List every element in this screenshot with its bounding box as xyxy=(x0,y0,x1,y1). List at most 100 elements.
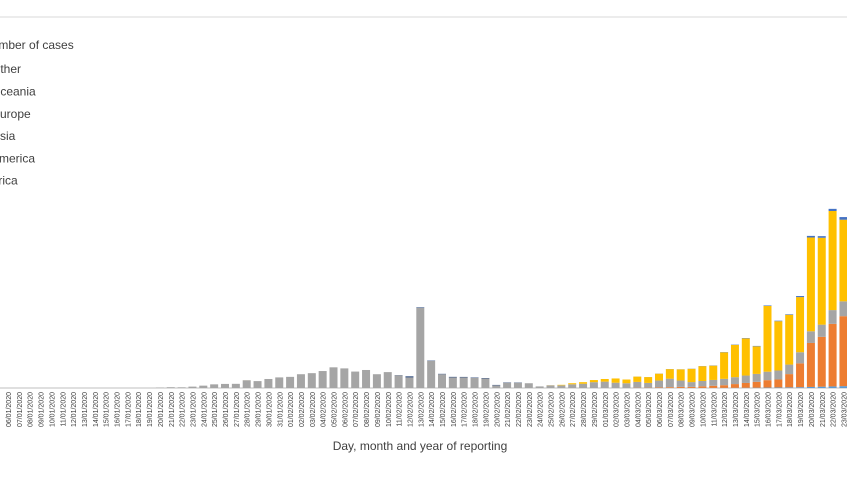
x-tick-label: 23/02/2020 xyxy=(527,392,534,427)
bar-segment xyxy=(579,382,587,384)
bar-segment xyxy=(362,370,370,388)
bar-segment xyxy=(720,352,728,379)
bar-segment xyxy=(633,377,641,382)
bar-segment xyxy=(601,382,609,388)
x-tick-label: 08/03/2020 xyxy=(679,392,686,427)
bar-segment xyxy=(785,315,793,365)
bar-segment xyxy=(568,383,576,384)
bar-segment xyxy=(254,381,262,388)
x-tick-label: 26/01/2020 xyxy=(223,392,230,427)
x-tick-label: 09/03/2020 xyxy=(690,392,697,427)
bar-segment xyxy=(438,374,446,388)
bar-segment xyxy=(351,372,359,388)
bar-segment xyxy=(297,374,305,388)
x-tick-label: 16/03/2020 xyxy=(766,392,773,427)
bar-segment xyxy=(720,385,728,388)
x-tick-label: 26/02/2020 xyxy=(559,392,566,427)
bar-segment xyxy=(742,338,750,375)
x-tick-label: 11/03/2020 xyxy=(711,392,718,427)
x-tick-label: 20/03/2020 xyxy=(809,392,816,427)
bar-segment xyxy=(557,385,565,386)
bar-segment xyxy=(818,337,826,387)
x-tick-label: 18/01/2020 xyxy=(136,392,143,427)
bar-segment xyxy=(677,369,685,380)
bar-segment xyxy=(698,381,706,386)
bar-segment xyxy=(655,381,663,388)
x-tick-label: 16/02/2020 xyxy=(451,392,458,427)
x-tick-label: 02/02/2020 xyxy=(299,392,306,427)
bar-segment xyxy=(698,366,706,381)
x-tick-label: 22/03/2020 xyxy=(831,392,838,427)
bar-segment xyxy=(471,378,479,388)
bar-segment xyxy=(167,387,175,388)
bar-segment xyxy=(839,316,847,386)
bar-segment xyxy=(774,371,782,380)
bar-segment xyxy=(264,379,272,388)
x-tick-label: 14/02/2020 xyxy=(429,392,436,427)
bar-segment xyxy=(839,220,847,302)
bar-segment xyxy=(612,383,620,388)
bar-segment xyxy=(612,378,620,382)
bar-segment xyxy=(644,377,652,383)
bar-segment xyxy=(416,307,424,308)
bar-segment xyxy=(764,380,772,387)
bar-segment xyxy=(688,387,696,388)
bar-segment xyxy=(829,211,837,310)
bar-segment xyxy=(601,379,609,382)
bar-segment xyxy=(709,366,717,380)
x-tick-label: 24/01/2020 xyxy=(201,392,208,427)
bar-segment xyxy=(731,345,739,377)
bar-segment xyxy=(774,321,782,322)
bar-segment xyxy=(221,384,229,388)
bar-segment xyxy=(818,325,826,337)
bar-segment xyxy=(764,306,772,372)
bar-segment xyxy=(774,387,782,388)
bar-segment xyxy=(557,385,565,388)
x-tick-label: 15/01/2020 xyxy=(104,392,111,427)
x-tick-label: 27/01/2020 xyxy=(234,392,241,427)
x-tick-label: 20/02/2020 xyxy=(494,392,501,427)
bar-segment xyxy=(677,381,685,387)
bar-segment xyxy=(785,365,793,375)
bar-segment xyxy=(188,387,196,388)
x-tick-label: 22/01/2020 xyxy=(180,392,187,427)
x-tick-label: 07/02/2020 xyxy=(353,392,360,427)
bar-segment xyxy=(590,380,598,382)
x-tick-label: 12/02/2020 xyxy=(407,392,414,427)
x-tick-label: 06/02/2020 xyxy=(342,392,349,427)
bar-segment xyxy=(622,383,630,388)
x-tick-label: 17/03/2020 xyxy=(776,392,783,427)
bar-segment xyxy=(210,384,218,388)
bar-segment xyxy=(839,301,847,316)
x-tick-label: 13/02/2020 xyxy=(418,392,425,427)
legend-label: Oceania xyxy=(0,84,36,98)
bar-segment xyxy=(829,324,837,387)
bar-segment xyxy=(709,380,717,386)
bar-segment xyxy=(742,376,750,383)
bar-segment xyxy=(579,384,587,388)
x-tick-label: 14/01/2020 xyxy=(93,392,100,427)
x-tick-label: 07/01/2020 xyxy=(17,392,24,427)
x-tick-label: 19/03/2020 xyxy=(798,392,805,427)
bar-segment xyxy=(373,374,381,388)
x-tick-label: 29/02/2020 xyxy=(592,392,599,427)
x-tick-label: 08/02/2020 xyxy=(364,392,371,427)
x-tick-label: 27/02/2020 xyxy=(570,392,577,427)
bar-segment xyxy=(243,380,251,388)
bar-segment xyxy=(178,387,186,388)
bar-segment xyxy=(384,372,392,388)
bar-segment xyxy=(796,297,804,352)
x-tick-label: 09/02/2020 xyxy=(375,392,382,427)
bar-segment xyxy=(286,377,294,388)
bar-segment xyxy=(753,374,761,382)
bar-segment xyxy=(232,384,240,388)
bar-segment xyxy=(764,372,772,380)
bar-segment xyxy=(818,387,826,388)
bar-segment xyxy=(774,321,782,370)
x-tick-label: 19/02/2020 xyxy=(483,392,490,427)
x-tick-label: 29/01/2020 xyxy=(256,392,263,427)
x-tick-label: 13/03/2020 xyxy=(733,392,740,427)
bar-segment xyxy=(655,387,663,388)
x-tick-label: 06/01/2020 xyxy=(6,392,13,427)
